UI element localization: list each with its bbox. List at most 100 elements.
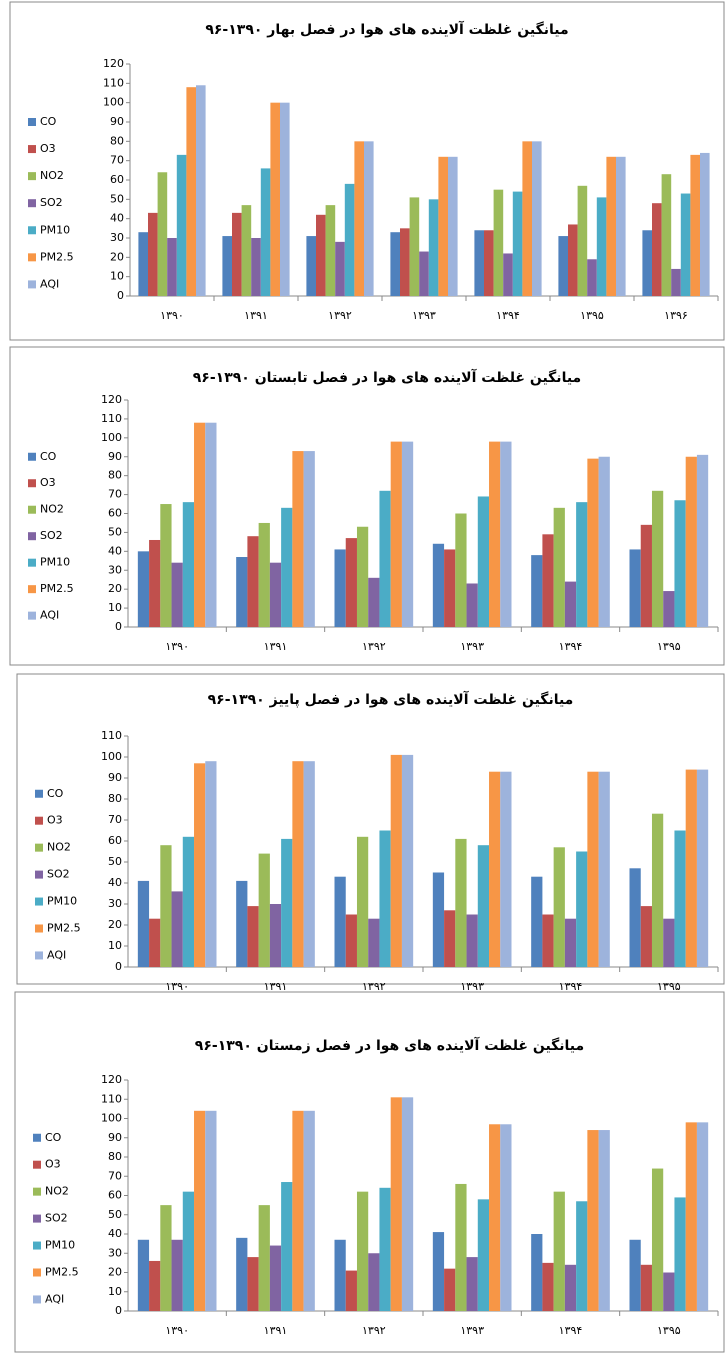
bar	[316, 214, 326, 296]
y-tick-label: 80	[110, 134, 124, 147]
bar	[531, 876, 543, 967]
legend-label: PM2.5	[40, 250, 74, 263]
bar	[401, 441, 414, 627]
legend-swatch	[33, 1268, 41, 1277]
bar	[629, 1239, 641, 1311]
y-tick-label: 10	[108, 1285, 122, 1298]
bar	[444, 1268, 456, 1311]
bar	[489, 771, 501, 967]
legend-swatch	[35, 789, 43, 798]
x-tick-label: ۱۳۹۲	[362, 980, 386, 993]
legend-swatch	[35, 897, 43, 906]
legend-swatch	[28, 611, 36, 620]
bar	[205, 1110, 217, 1311]
bar	[356, 1191, 369, 1311]
bar	[345, 914, 357, 967]
bar	[160, 1205, 172, 1311]
legend-swatch	[28, 585, 36, 594]
x-tick-label: ۱۳۹۰	[165, 1324, 189, 1337]
bar	[553, 847, 565, 967]
legend-label: CO	[47, 787, 64, 800]
bar	[598, 456, 610, 627]
legend-swatch	[28, 452, 36, 461]
legend-swatch	[28, 199, 36, 208]
bar	[379, 830, 391, 967]
bar	[477, 845, 490, 967]
bar	[390, 441, 402, 627]
bar	[401, 754, 414, 967]
y-tick-label: 60	[108, 834, 122, 847]
bar	[364, 141, 374, 296]
chart-frame	[9, 1, 725, 341]
bar	[512, 191, 523, 296]
legend-label: O3	[45, 1158, 61, 1171]
y-tick-label: 120	[101, 1073, 122, 1086]
y-tick-label: 40	[108, 876, 122, 889]
bar	[661, 174, 672, 296]
bar	[138, 232, 148, 296]
bar	[281, 838, 293, 967]
bar	[606, 156, 616, 296]
bar	[466, 583, 478, 627]
legend-label: AQI	[47, 948, 66, 961]
y-tick-label: 0	[117, 289, 124, 302]
y-tick-label: 110	[101, 412, 122, 425]
bar	[176, 154, 187, 296]
legend-label: CO	[45, 1131, 62, 1144]
bar	[493, 189, 504, 296]
y-tick-label: 50	[108, 855, 122, 868]
x-tick-label: ۱۳۹۰	[165, 640, 189, 653]
bar	[194, 763, 206, 967]
chart-title: میانگین غلظت آلاینده های هوا در فصل تابس…	[193, 368, 581, 386]
bar	[500, 1124, 512, 1311]
y-tick-label: 90	[108, 450, 122, 463]
x-tick-label: ۱۳۹۵	[580, 309, 604, 322]
y-tick-label: 90	[108, 1131, 122, 1144]
bar	[292, 761, 304, 967]
bar	[303, 451, 315, 627]
x-tick-label: ۱۳۹۳	[460, 1324, 484, 1337]
y-tick-label: 40	[108, 544, 122, 557]
legend-label: SO2	[45, 1212, 68, 1225]
bar	[432, 1232, 445, 1311]
bar	[368, 577, 380, 627]
legend-label: AQI	[40, 277, 59, 290]
bar	[466, 1257, 478, 1311]
bar	[306, 236, 316, 296]
bar	[236, 1237, 248, 1311]
bar	[182, 1191, 195, 1311]
y-tick-label: 0	[115, 1304, 122, 1317]
bar	[345, 538, 357, 627]
bar	[171, 1239, 183, 1311]
bar	[247, 536, 259, 627]
bar	[651, 813, 664, 967]
bar	[531, 1234, 543, 1311]
bar	[247, 1257, 259, 1311]
bar	[292, 1110, 304, 1311]
legend-swatch	[28, 558, 36, 567]
bar	[368, 918, 380, 967]
legend-swatch	[28, 280, 36, 289]
bar	[500, 771, 512, 967]
bar	[651, 490, 664, 627]
y-tick-label: 110	[101, 1092, 122, 1105]
y-tick-label: 20	[108, 582, 122, 595]
y-tick-label: 10	[110, 270, 124, 283]
y-tick-label: 20	[108, 1266, 122, 1279]
y-tick-label: 20	[110, 250, 124, 263]
bar	[531, 555, 543, 627]
legend-label: AQI	[45, 1292, 64, 1305]
legend-swatch	[35, 816, 43, 825]
chart-title: میانگین غلظت آلاینده های هوا در فصل پایی…	[208, 690, 574, 708]
bar	[356, 836, 369, 967]
bar	[182, 502, 195, 627]
legend-swatch	[33, 1214, 41, 1223]
bar	[401, 1097, 414, 1311]
bar	[137, 880, 150, 967]
bar	[577, 185, 588, 296]
bar	[696, 769, 709, 967]
legend-label: PM10	[40, 556, 70, 569]
bar	[194, 1110, 206, 1311]
legend-label: SO2	[40, 196, 63, 209]
legend-swatch	[35, 951, 43, 960]
